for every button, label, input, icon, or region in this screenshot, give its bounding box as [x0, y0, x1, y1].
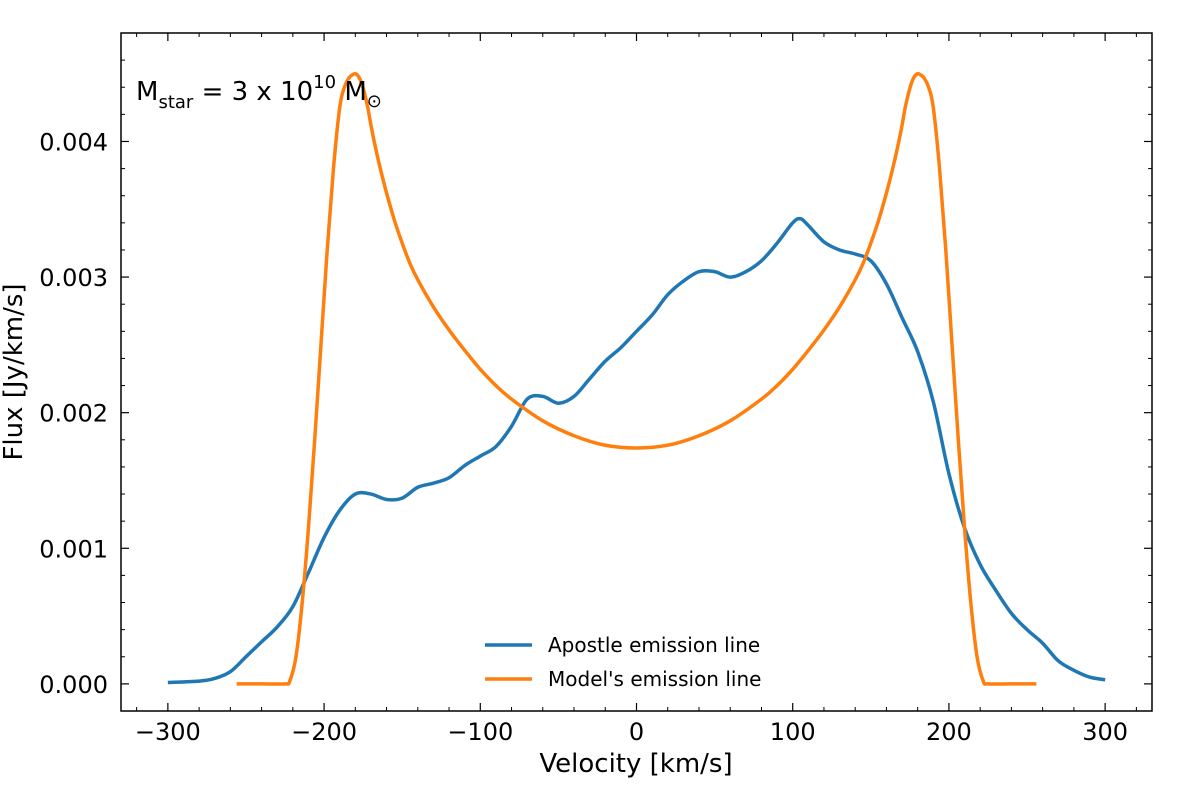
- legend-label-model: Model's emission line: [548, 667, 761, 691]
- axis-ticks: [121, 33, 1152, 711]
- y-tick-labels: 0.000 0.001 0.002 0.003 0.004: [39, 128, 108, 698]
- annotation-star-subscript: star: [158, 92, 193, 113]
- y-axis-label: Flux [Jy/km/s]: [0, 283, 29, 460]
- y-tick-label: 0.004: [39, 128, 108, 156]
- y-tick-label: 0.001: [39, 535, 108, 563]
- x-tick-label: 300: [1082, 718, 1128, 746]
- series-group: [167, 71, 1106, 686]
- series-line-model: [236, 71, 1037, 686]
- annotation-exponent: 10: [313, 72, 336, 93]
- annotation-sun-subscript: ⊙: [367, 91, 382, 112]
- x-tick-label: 100: [770, 718, 816, 746]
- annotation-m-sun: M: [336, 77, 367, 107]
- stellar-mass-annotation: Mstar = 3 x 1010 M⊙: [136, 72, 382, 113]
- y-tick-label: 0.002: [39, 400, 108, 428]
- x-tick-label: −100: [447, 718, 513, 746]
- x-tick-label: −300: [135, 718, 201, 746]
- x-tick-label: 200: [926, 718, 972, 746]
- y-tick-label: 0.000: [39, 671, 108, 699]
- x-tick-labels: −300 −200 −100 0 100 200 300: [135, 718, 1128, 746]
- x-tick-label: 0: [629, 718, 644, 746]
- annotation-equals: = 3 x 10: [193, 77, 313, 107]
- annotation-m: M: [136, 77, 158, 107]
- y-tick-label: 0.003: [39, 264, 108, 292]
- legend: Apostle emission line Model's emission l…: [485, 633, 761, 691]
- plot-frame: [120, 32, 1153, 712]
- legend-label-apostle: Apostle emission line: [548, 633, 760, 657]
- x-tick-label: −200: [291, 718, 357, 746]
- series-line-apostle: [167, 216, 1106, 685]
- x-axis-label: Velocity [km/s]: [539, 749, 732, 779]
